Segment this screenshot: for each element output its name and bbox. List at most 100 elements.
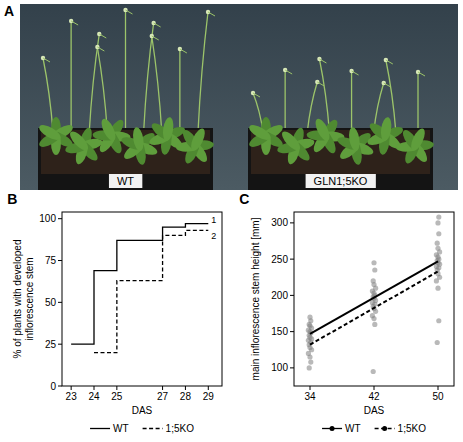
leaf bbox=[131, 126, 145, 151]
y-tick-label: 200 bbox=[271, 290, 288, 301]
branch bbox=[418, 72, 425, 76]
point bbox=[371, 278, 376, 283]
x-tick bbox=[438, 386, 439, 390]
branch bbox=[319, 59, 326, 63]
x-tick-label: 29 bbox=[203, 391, 215, 402]
flower bbox=[384, 58, 388, 62]
branch bbox=[99, 34, 106, 38]
stem bbox=[152, 36, 162, 132]
legend: WT1;5KO bbox=[322, 423, 426, 434]
branch bbox=[386, 60, 393, 64]
point bbox=[435, 340, 440, 345]
legend: WT 1;5KO bbox=[90, 423, 194, 434]
y-tick-label: 0 bbox=[50, 381, 56, 392]
x-tick bbox=[162, 386, 163, 390]
leaf bbox=[380, 116, 393, 141]
leaf bbox=[67, 129, 91, 153]
x-tick bbox=[208, 386, 209, 390]
leaf bbox=[162, 116, 175, 141]
y-tick bbox=[58, 218, 62, 219]
point bbox=[372, 322, 377, 327]
point bbox=[307, 315, 312, 320]
x-tick bbox=[374, 386, 375, 390]
point bbox=[435, 246, 440, 251]
panel-letter: C bbox=[239, 191, 249, 207]
axis-title-line: inflorescence stem bbox=[24, 257, 35, 340]
axis-title: DAS bbox=[132, 405, 153, 416]
point bbox=[370, 313, 375, 318]
y-tick bbox=[58, 260, 62, 261]
branch bbox=[71, 21, 78, 25]
branch bbox=[352, 71, 359, 75]
x-tick-label: 42 bbox=[368, 391, 380, 402]
legend-item: 1;5KO bbox=[143, 423, 195, 434]
y-tick bbox=[58, 344, 62, 345]
annotation: 1 bbox=[211, 215, 216, 225]
x-tick-label: 24 bbox=[88, 391, 100, 402]
stem bbox=[284, 70, 285, 132]
point bbox=[307, 365, 312, 370]
y-tick bbox=[290, 331, 294, 332]
axis-title-line: main inflorescence stem height [mm] bbox=[250, 217, 261, 380]
stem bbox=[43, 58, 53, 132]
branch bbox=[126, 10, 133, 14]
x-tick-label: 23 bbox=[66, 391, 78, 402]
leaf bbox=[188, 127, 207, 153]
y-tick bbox=[290, 259, 294, 260]
branch bbox=[180, 49, 187, 53]
point bbox=[436, 231, 441, 236]
leaf bbox=[313, 117, 333, 143]
flower bbox=[349, 69, 353, 73]
axis-title-line: % of plants with developed bbox=[12, 240, 23, 359]
legend-label: 1;5KO bbox=[166, 423, 195, 434]
x-tick-label: 50 bbox=[432, 391, 444, 402]
photo-label: WT bbox=[117, 175, 134, 187]
point bbox=[372, 267, 377, 272]
plot-frame bbox=[294, 212, 454, 386]
y-tick bbox=[290, 295, 294, 296]
axis-title: DAS bbox=[364, 405, 385, 416]
legend-item: 1;5KO bbox=[375, 423, 427, 434]
branch bbox=[43, 58, 50, 62]
y-tick-label: 150 bbox=[271, 326, 288, 337]
axis-title: % of plants with developedinflorescence … bbox=[12, 240, 35, 359]
stem bbox=[351, 71, 352, 132]
x-tick bbox=[94, 386, 95, 390]
stem bbox=[417, 72, 418, 132]
panel-letter: B bbox=[7, 191, 17, 207]
y-tick-label: 50 bbox=[45, 297, 57, 308]
y-tick-label: 100 bbox=[271, 362, 288, 373]
flower bbox=[283, 68, 287, 72]
branch bbox=[152, 36, 159, 40]
flower bbox=[317, 57, 321, 61]
y-tick-label: 250 bbox=[271, 254, 288, 265]
y-tick-label: 100 bbox=[39, 213, 56, 224]
chart: 344250100150200250300DASmain inflorescen… bbox=[239, 191, 454, 434]
x-tick-label: 27 bbox=[157, 391, 169, 402]
y-tick bbox=[58, 302, 62, 303]
point bbox=[435, 220, 440, 225]
stem bbox=[125, 10, 126, 132]
legend-label: WT bbox=[113, 423, 129, 434]
point bbox=[371, 369, 376, 374]
panel-letter: A bbox=[4, 3, 14, 19]
tray bbox=[38, 128, 213, 190]
series-line bbox=[310, 261, 438, 334]
leaf bbox=[247, 122, 273, 143]
leaf bbox=[347, 126, 361, 151]
y-tick bbox=[58, 386, 62, 387]
photo-background bbox=[20, 4, 458, 190]
marks bbox=[71, 224, 208, 353]
y-tick bbox=[290, 367, 294, 368]
branch bbox=[97, 47, 104, 51]
x-tick-label: 34 bbox=[304, 391, 316, 402]
series-line bbox=[71, 224, 208, 344]
point bbox=[435, 286, 440, 291]
stem bbox=[179, 49, 180, 132]
leaf bbox=[99, 117, 119, 143]
label-patch bbox=[306, 174, 376, 188]
y-tick bbox=[290, 222, 294, 223]
leaf bbox=[279, 129, 303, 153]
branch bbox=[285, 70, 292, 74]
legend-label: 1;5KO bbox=[398, 423, 427, 434]
